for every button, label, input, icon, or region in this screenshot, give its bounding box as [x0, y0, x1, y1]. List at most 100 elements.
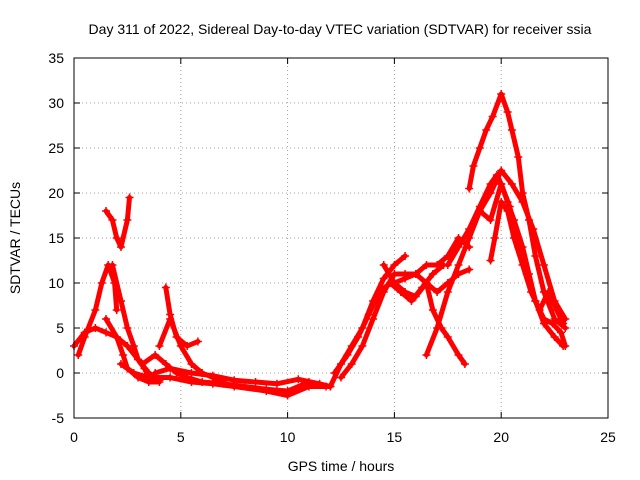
data-point-marker — [129, 342, 138, 350]
data-point-marker — [544, 288, 553, 296]
data-point-marker — [144, 373, 153, 382]
data-point-marker — [522, 270, 531, 278]
data-point-marker — [108, 261, 117, 269]
data-point-marker — [358, 342, 367, 350]
data-point-marker — [433, 288, 442, 296]
data-point-marker — [354, 333, 363, 341]
data-series — [70, 90, 570, 400]
data-point-marker — [539, 261, 548, 269]
data-point-marker — [80, 333, 89, 341]
data-point-marker — [411, 270, 420, 278]
y-tick-label: 15 — [48, 230, 64, 246]
data-point-marker — [486, 256, 495, 265]
data-point-marker — [125, 193, 134, 202]
data-point-marker — [552, 306, 561, 314]
data-point-marker — [102, 207, 111, 215]
data-point-marker — [112, 234, 121, 242]
data-point-marker — [193, 337, 202, 346]
data-point-marker — [460, 360, 469, 368]
data-point-marker — [166, 310, 175, 319]
data-point-marker — [379, 274, 388, 283]
data-point-marker — [428, 306, 437, 314]
data-point-marker — [497, 90, 506, 98]
data-point-marker — [548, 319, 557, 328]
x-tick-label: 0 — [70, 429, 78, 445]
data-point-marker — [443, 261, 452, 269]
data-point-marker — [497, 180, 506, 188]
data-point-marker — [550, 333, 559, 341]
data-point-marker — [315, 379, 324, 388]
data-point-marker — [443, 333, 452, 341]
series-s3 — [102, 193, 134, 251]
data-point-marker — [112, 333, 121, 341]
data-point-marker — [518, 189, 527, 197]
data-point-marker — [507, 180, 516, 188]
data-point-marker — [490, 234, 499, 242]
data-point-marker — [183, 373, 192, 382]
data-point-marker — [116, 297, 125, 305]
data-point-marker — [187, 369, 196, 377]
data-point-marker — [465, 225, 474, 233]
y-tick-label: -5 — [52, 410, 65, 426]
data-point-marker — [108, 216, 117, 224]
data-point-marker — [74, 351, 83, 359]
data-point-marker — [97, 279, 106, 287]
data-point-marker — [112, 306, 121, 314]
data-point-marker — [326, 382, 335, 391]
data-point-marker — [559, 319, 568, 328]
data-point-marker — [422, 351, 431, 359]
data-point-marker — [129, 369, 138, 377]
data-point-marker — [454, 351, 463, 359]
y-tick-label: 5 — [56, 320, 64, 336]
y-tick-label: 10 — [48, 275, 64, 291]
data-point-marker — [151, 351, 160, 359]
y-axis-label: SDTVAR / TECUs — [7, 182, 23, 294]
data-point-marker — [401, 252, 410, 260]
data-point-marker — [166, 364, 175, 373]
data-point-marker — [161, 283, 170, 292]
data-point-marker — [240, 382, 249, 391]
data-point-marker — [187, 360, 196, 368]
data-point-marker — [230, 376, 239, 385]
data-point-marker — [102, 328, 111, 337]
data-point-marker — [454, 261, 463, 269]
data-point-marker — [531, 252, 540, 260]
data-point-marker — [390, 279, 399, 287]
data-point-marker — [407, 297, 416, 305]
data-point-marker — [401, 274, 410, 283]
data-point-marker — [524, 216, 533, 224]
data-point-marker — [251, 378, 260, 386]
data-point-marker — [465, 184, 474, 193]
data-point-marker — [433, 261, 442, 269]
data-point-marker — [514, 243, 523, 251]
data-point-marker — [123, 216, 132, 224]
chart-title: Day 311 of 2022, Sidereal Day-to-day VTE… — [89, 21, 592, 37]
data-point-marker — [208, 371, 217, 380]
data-point-marker — [475, 144, 484, 152]
series-s15 — [390, 270, 469, 368]
series-line — [477, 181, 568, 349]
y-tick-label: 20 — [48, 185, 64, 201]
data-point-marker — [531, 297, 540, 305]
data-point-marker — [401, 288, 410, 296]
data-point-marker — [134, 355, 143, 364]
data-point-marker — [475, 202, 484, 211]
data-point-marker — [294, 375, 303, 384]
data-point-marker — [369, 315, 378, 323]
series-line — [103, 195, 132, 250]
series-s17 — [465, 90, 570, 332]
data-point-marker — [411, 292, 420, 301]
data-point-marker — [347, 360, 356, 368]
data-point-marker — [330, 369, 339, 377]
data-point-marker — [507, 126, 516, 134]
data-point-marker — [379, 288, 388, 296]
y-tick-label: 30 — [48, 95, 64, 111]
data-point-marker — [443, 288, 452, 296]
data-point-marker — [172, 333, 181, 341]
data-point-marker — [262, 385, 271, 394]
data-point-marker — [539, 319, 548, 328]
data-point-marker — [482, 126, 491, 134]
data-point-marker — [166, 373, 175, 382]
data-point-marker — [364, 310, 373, 319]
